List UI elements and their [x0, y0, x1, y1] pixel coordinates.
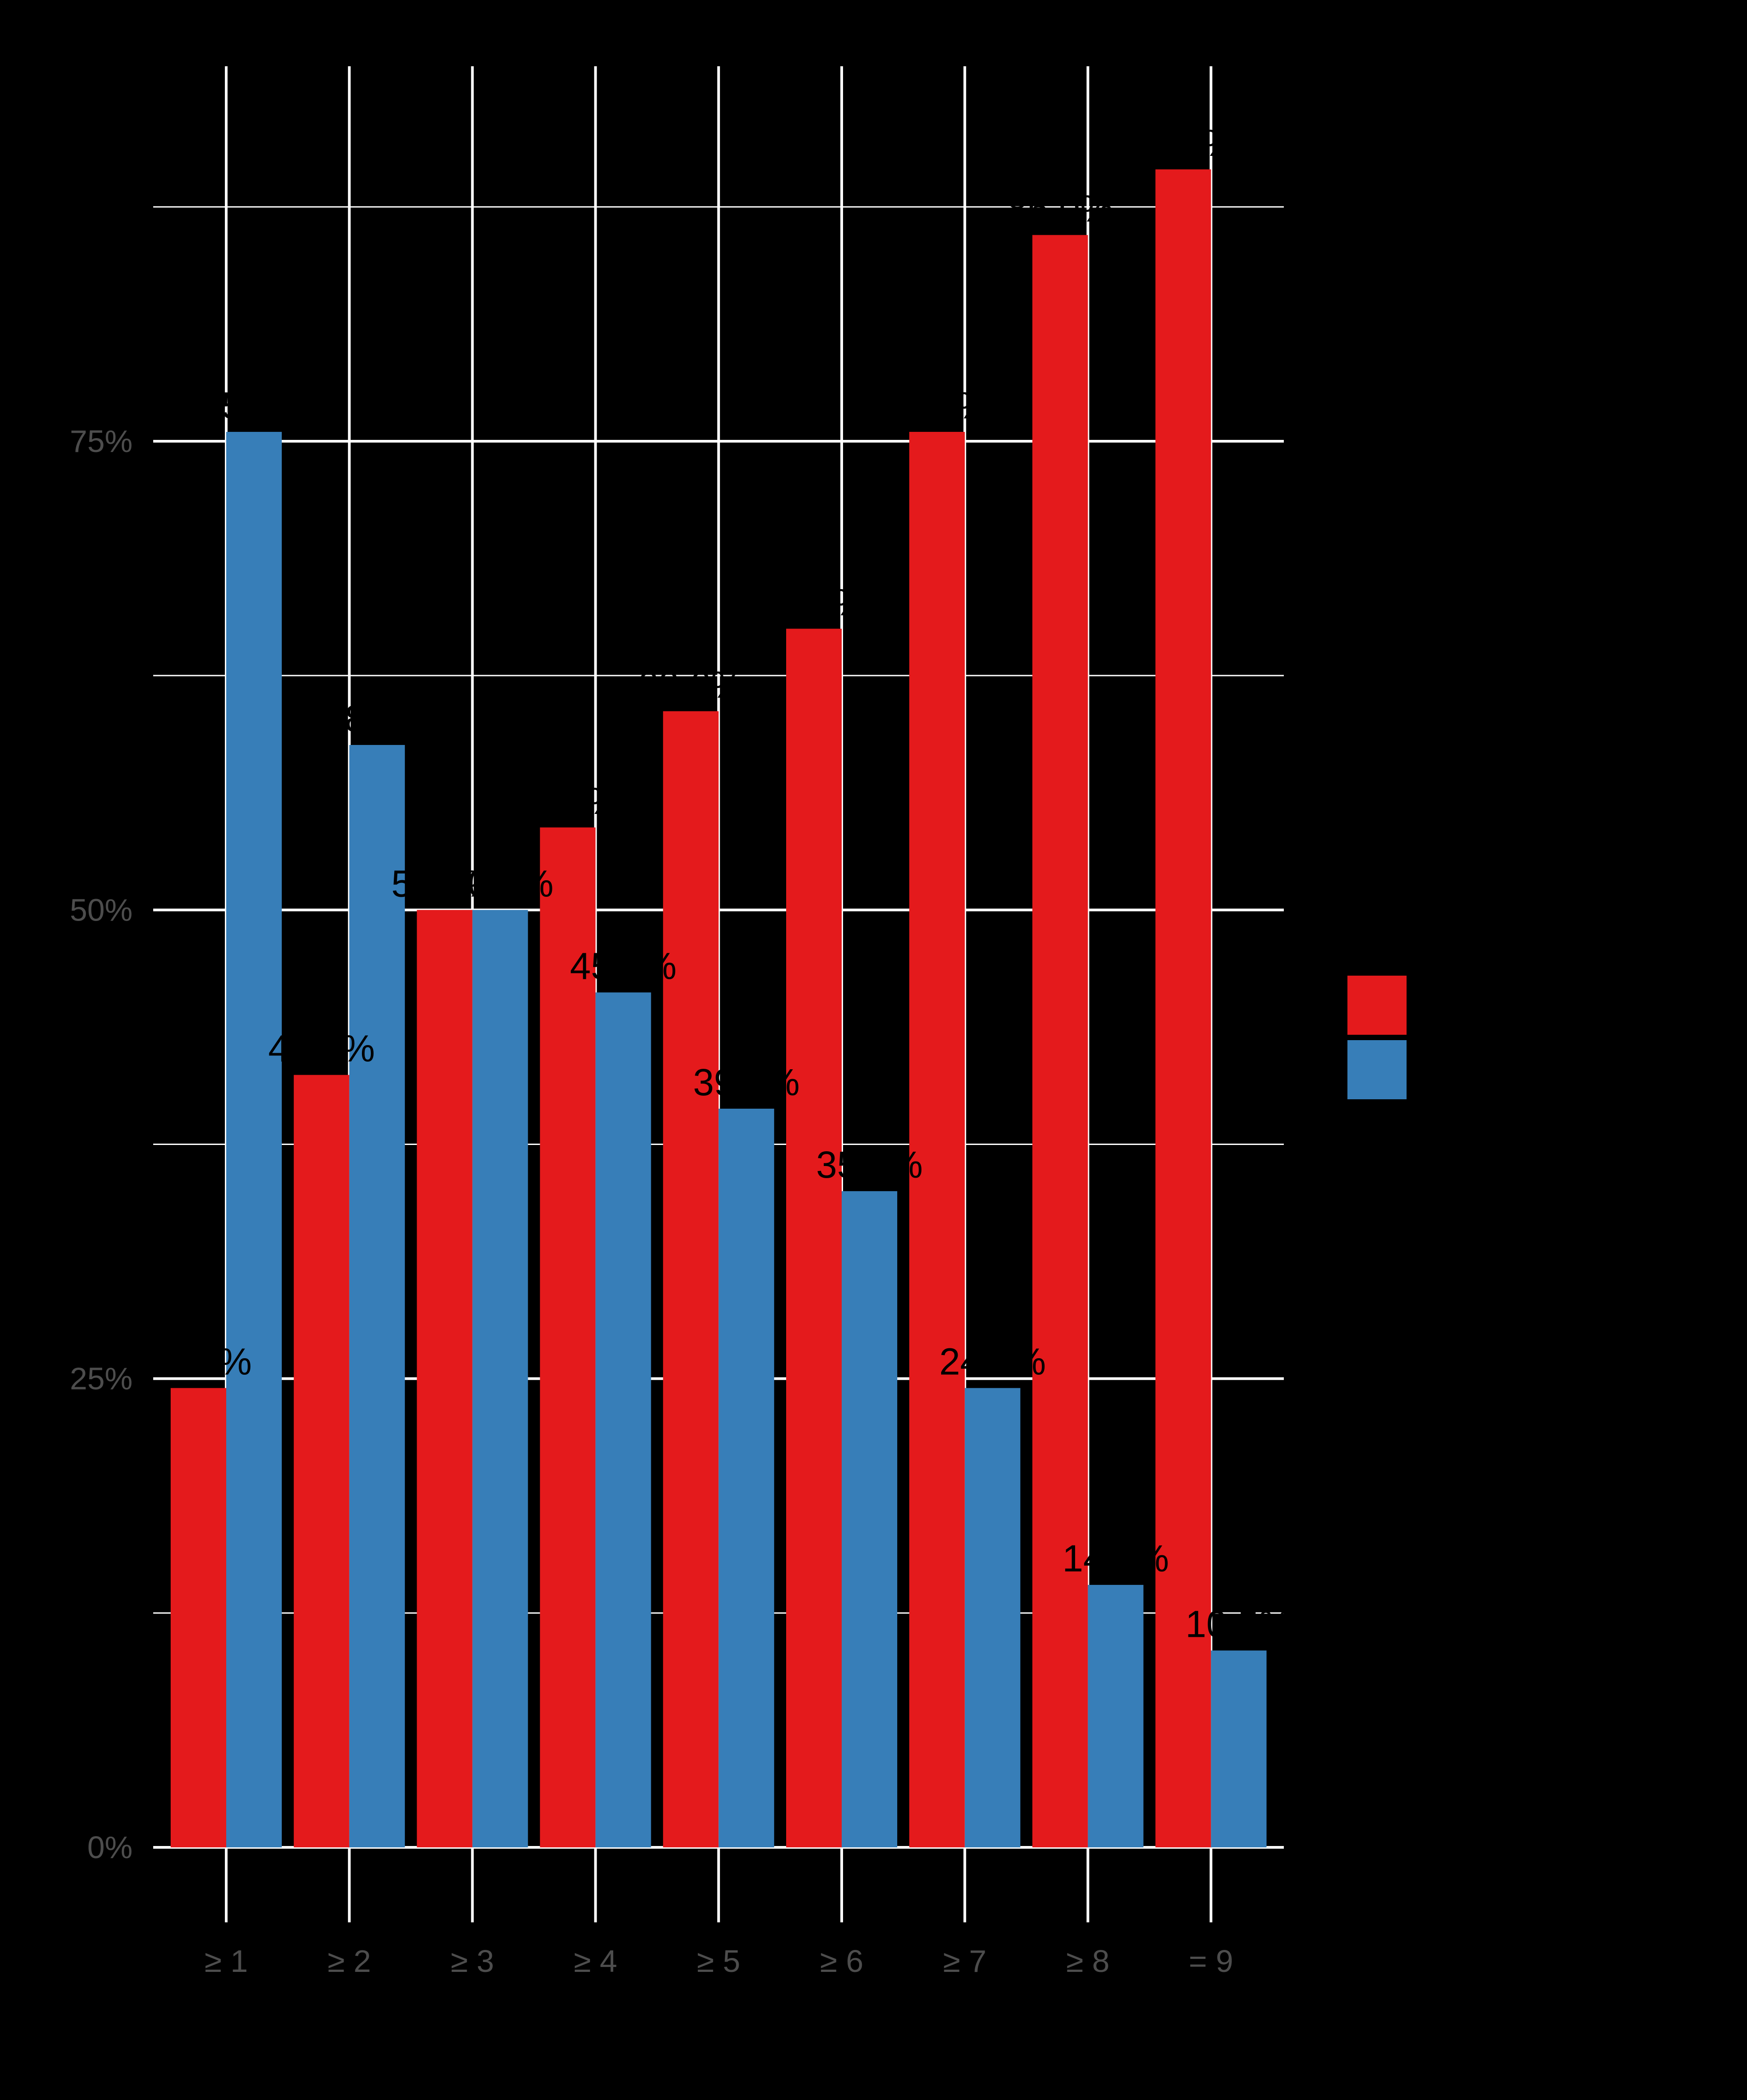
x-tick-label: ≥ 7: [943, 1944, 986, 1979]
data-label: 75.5%: [884, 384, 990, 426]
bar: [786, 628, 842, 1848]
bar: [1032, 235, 1088, 1848]
bar: [595, 992, 651, 1847]
y-tick-label: 25%: [70, 1361, 133, 1396]
data-labels: 24.5% 41.2% 50.0% 54.4% 60.6% 65.0% 75.5% 86.0%…: [145, 122, 1292, 1645]
bar: [1155, 169, 1211, 1847]
legend-key: [1347, 976, 1407, 1035]
data-label: 75.5%: [201, 384, 307, 426]
legend-key: [1347, 1040, 1407, 1099]
data-label: 14.0%: [1063, 1537, 1169, 1579]
bar: [1211, 1650, 1267, 1847]
data-label: 39.4%: [693, 1061, 800, 1103]
bar: [719, 1108, 775, 1847]
data-label: 60.6%: [637, 664, 744, 706]
data-label: 41.2%: [268, 1028, 375, 1070]
data-label: 24.5%: [145, 1341, 252, 1383]
data-label: 65.0%: [761, 581, 867, 624]
x-tick-label: ≥ 3: [451, 1944, 494, 1979]
y-tick-label: 0%: [87, 1830, 133, 1865]
bar: [1088, 1585, 1144, 1847]
y-tick-label: 50%: [70, 892, 133, 927]
bar: [349, 745, 405, 1848]
bar: [293, 1075, 349, 1847]
y-tick-label: 75%: [70, 424, 133, 459]
data-label: 86.0%: [1007, 188, 1114, 230]
bar: [540, 827, 596, 1847]
x-tick-label: ≥ 1: [205, 1944, 248, 1979]
x-tick-label: ≥ 5: [697, 1944, 740, 1979]
x-axis-tick-labels: ≥ 1 ≥ 2 ≥ 3 ≥ 4 ≥ 5 ≥ 6 ≥ 7 ≥ 8 = 9: [205, 1944, 1233, 1979]
bar: [842, 1191, 897, 1847]
data-label: 35.0%: [816, 1144, 923, 1186]
bar: [171, 1388, 226, 1847]
x-tick-label: ≥ 8: [1066, 1944, 1110, 1979]
data-label: 10.5%: [1185, 1603, 1292, 1645]
bar: [226, 432, 282, 1848]
data-label: 89.5%: [1130, 122, 1236, 164]
bar: [909, 432, 965, 1848]
bar: [417, 910, 473, 1847]
bars: [171, 169, 1267, 1848]
x-tick-label: ≥ 2: [327, 1944, 371, 1979]
data-label: 50.0%: [392, 862, 498, 904]
data-label: 45.6%: [570, 945, 676, 987]
y-axis-tick-labels: 0% 25% 50% 75%: [70, 424, 133, 1865]
x-tick-label: ≥ 6: [820, 1944, 864, 1979]
data-label: 58.8%: [324, 697, 430, 740]
bar: [472, 910, 528, 1847]
bar: [964, 1388, 1020, 1847]
data-label: 24.5%: [939, 1341, 1046, 1383]
bar: [663, 711, 719, 1847]
legend: [1347, 976, 1407, 1099]
data-label: 54.4%: [514, 780, 621, 822]
data-label: 50.0%: [447, 862, 554, 904]
x-tick-label: ≥ 4: [574, 1944, 617, 1979]
x-tick-label: = 9: [1189, 1944, 1233, 1979]
